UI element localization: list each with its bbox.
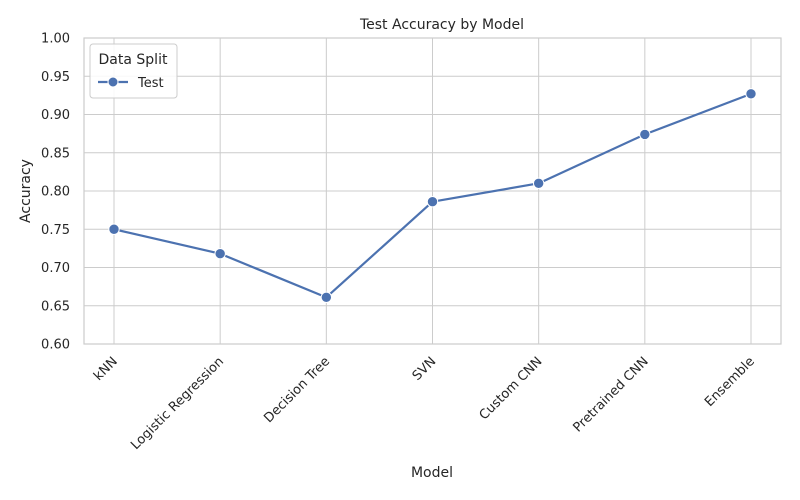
data-point (108, 223, 120, 235)
x-tick-labels: kNN Logistic Regression Decision Tree SVN Cu… (91, 354, 758, 453)
x-tick-label: Pretrained CNN (570, 354, 651, 435)
data-point (214, 248, 226, 260)
chart-title: Test Accuracy by Model (359, 17, 524, 33)
x-tick-label: Custom CNN (477, 354, 546, 423)
data-point (320, 291, 333, 304)
y-axis-label: Accuracy (18, 159, 34, 223)
data-point (532, 177, 545, 190)
y-tick-label: 0.65 (41, 299, 70, 314)
y-tick-label: 0.90 (41, 108, 70, 123)
x-tick-label: SVN (410, 354, 440, 384)
y-tick-label: 0.80 (41, 185, 70, 200)
y-tick-labels: 0.60 0.65 0.70 0.75 0.80 0.85 0.90 0.95 1.00 (41, 32, 70, 353)
y-tick-label: 0.85 (41, 146, 70, 161)
plot-frame (83, 37, 782, 345)
data-point (639, 128, 651, 141)
legend-title: Data Split (99, 52, 168, 68)
series-layer (108, 88, 757, 304)
x-tick-label: kNN (91, 354, 121, 384)
legend-marker-swatch (107, 76, 119, 88)
data-point (426, 196, 439, 208)
x-axis-label: Model (411, 465, 453, 481)
x-tick-label: Logistic Regression (128, 354, 227, 453)
grid-layer (84, 37, 781, 345)
y-tick-label: 0.70 (41, 261, 70, 276)
data-point (745, 88, 757, 100)
y-tick-label: 0.95 (41, 70, 70, 85)
x-tick-label: Decision Tree (261, 354, 333, 426)
x-tick-label: Ensemble (702, 354, 758, 410)
y-tick-label: 0.60 (41, 338, 70, 353)
legend: Data Split Test (89, 43, 178, 99)
y-tick-label: 1.00 (41, 32, 70, 47)
y-tick-label: 0.75 (41, 223, 70, 238)
legend-entry-test: Test (137, 76, 164, 91)
